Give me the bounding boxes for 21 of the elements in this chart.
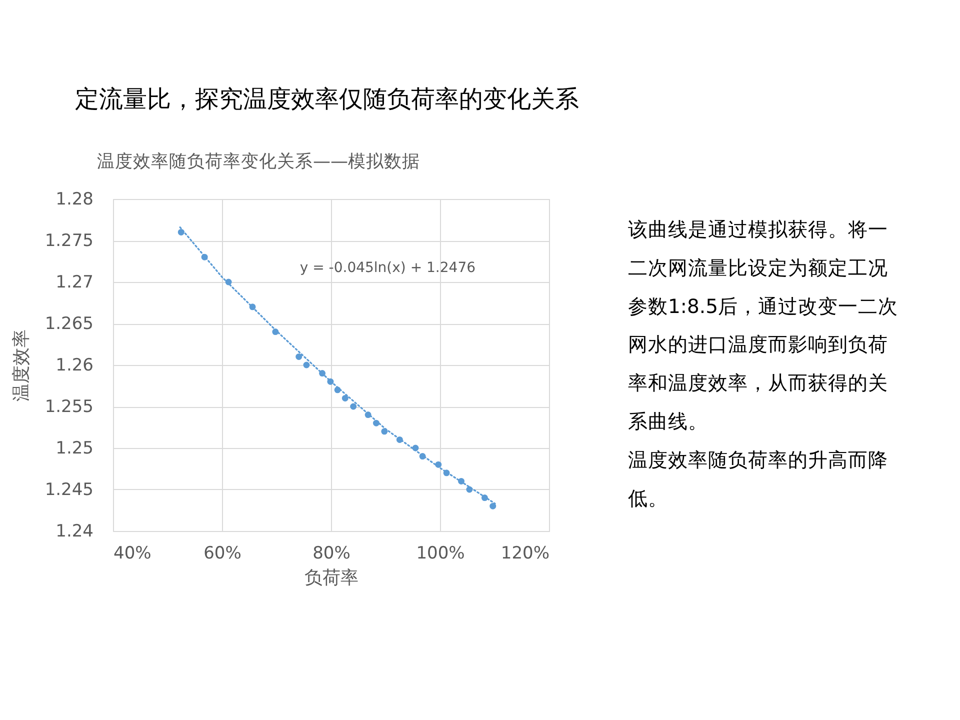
chart-subtitle: 温度效率随负荷率变化关系——模拟数据 (97, 151, 420, 172)
y-tick-label: 1.275 (44, 231, 94, 251)
y-axis-title: 温度效率 (10, 330, 32, 402)
x-tick-label: 40% (114, 544, 152, 564)
y-tick-label: 1.28 (56, 190, 94, 210)
y-tick-label: 1.245 (44, 480, 94, 500)
y-tick-label: 1.25 (56, 438, 94, 458)
y-tick-label: 1.24 (56, 522, 94, 542)
x-tick-label: 100% (416, 544, 465, 564)
x-tick-label: 60% (204, 544, 242, 564)
annotation: y = -0.045ln(x) + 1.2476 (300, 260, 476, 276)
y-tick-label: 1.255 (44, 397, 94, 417)
y-tick-label: 1.27 (56, 272, 94, 292)
chart-title: 定流量比，探究温度效率仅随负荷率的变化关系 (75, 85, 579, 113)
y-tick-label: 1.265 (44, 314, 94, 334)
x-tick-label: 120% (500, 544, 550, 564)
y-tick-label: 1.26 (56, 356, 94, 376)
text: 该曲线是通过模拟获得。将一二次网流量比设定为额定工况参数1:8.5后，通过改变一二次网水的进口温度而影响到负荷率和温度效率，从而获得的关系曲线。 (628, 218, 898, 433)
text: 温度效率随负荷率的升高而降低。 (628, 448, 888, 510)
x-axis-title: 负荷率 (304, 568, 358, 588)
x-tick-label: 80% (312, 544, 350, 564)
